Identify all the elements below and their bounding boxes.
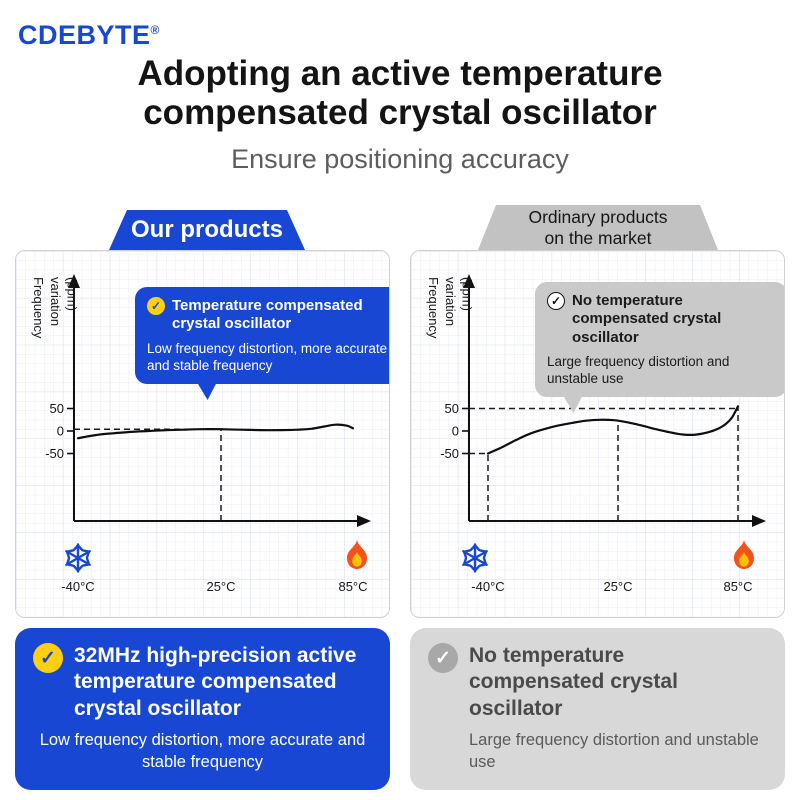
check-icon: ✓ <box>33 643 63 673</box>
y-tick-label: -50 <box>440 446 459 461</box>
snowflake-icon <box>65 543 91 573</box>
registered-mark-icon: ® <box>150 23 160 37</box>
brand-logo: CDEBYTE® <box>18 20 160 51</box>
our-products-callout: ✓ Temperature compensated crystal oscill… <box>135 287 389 401</box>
card-body: Large frequency distortion and unstable … <box>469 731 759 771</box>
x-tick-label: 85°C <box>723 579 752 594</box>
ordinary-products-panel: Ordinary products on the market <box>410 250 785 618</box>
callout-title: No temperature compensated crystal oscil… <box>572 292 722 346</box>
check-icon: ✓ <box>147 297 165 315</box>
callout-body: Low frequency distortion, more accurate … <box>147 340 388 373</box>
plot-layer: 50 0 -50 -40°C 25°C 85°C <box>45 401 367 594</box>
title-line-1: Adopting an active temperature <box>137 54 663 93</box>
frequency-curve <box>76 423 355 440</box>
y-tick-label: -50 <box>45 446 64 461</box>
snowflake-shape <box>65 543 91 573</box>
our-products-chart-box: 50 0 -50 -40°C 25°C 85°C Frequency variation … <box>15 250 390 618</box>
title-line-2: compensated crystal oscillator <box>143 93 657 133</box>
tab-label-line-1: Ordinary products <box>528 206 668 227</box>
ordinary-products-chart-box: 50 0 -50 -40°C 25°C 85°C Frequency variation … <box>410 250 785 618</box>
y-tick-label: 50 <box>50 401 64 416</box>
y-axis-label: Frequency variation (ppm) <box>425 277 475 339</box>
our-products-summary-card: ✓ 32MHz high-precision active temperatur… <box>15 628 390 790</box>
tab-label: Our products <box>130 216 283 243</box>
snowflake-shape <box>462 543 488 573</box>
y-axis-arrow-icon <box>463 274 475 288</box>
y-tick-label: 50 <box>445 401 459 416</box>
axes <box>68 274 371 527</box>
plot-layer: 50 0 -50 -40°C 25°C 85°C <box>440 401 752 594</box>
frequency-curve <box>486 405 740 455</box>
tab-ordinary-products: Ordinary products on the market <box>478 205 718 250</box>
flame-icon <box>347 540 367 569</box>
check-icon: ✓ <box>547 292 565 310</box>
y-tick-label: 0 <box>57 424 64 439</box>
x-tick-label: -40°C <box>61 579 94 594</box>
snowflake-icon <box>462 543 488 573</box>
y-tick-label: 0 <box>452 424 459 439</box>
card-title: No temperature compensated crystal oscil… <box>469 644 678 720</box>
axes <box>463 274 766 527</box>
ordinary-products-callout: ✓ No temperature compensated crystal osc… <box>535 282 784 414</box>
y-axis-arrow-icon <box>68 274 80 288</box>
ordinary-products-summary-card: ✓ No temperature compensated crystal osc… <box>410 628 785 790</box>
callout-body: Large frequency distortion and unstable … <box>547 353 730 387</box>
page-title: Adopting an active temperature compensat… <box>0 54 800 132</box>
x-axis-arrow-icon <box>357 515 371 527</box>
tab-label-line-2: on the market <box>544 227 652 248</box>
check-icon: ✓ <box>428 643 458 673</box>
x-axis-arrow-icon <box>752 515 766 527</box>
page-subtitle: Ensure positioning accuracy <box>231 144 569 174</box>
brand-name: CDEBYTE <box>18 20 151 50</box>
x-tick-label: 85°C <box>338 579 367 594</box>
x-tick-label: -40°C <box>471 579 504 594</box>
tab-our-products: Our products <box>109 210 305 250</box>
x-tick-label: 25°C <box>206 579 235 594</box>
our-products-panel: Our products <box>15 250 390 618</box>
card-body: Low frequency distortion, more accurate … <box>39 731 366 771</box>
card-title: 32MHz high-precision active temperature … <box>74 644 357 720</box>
flame-icon <box>734 540 754 569</box>
x-tick-label: 25°C <box>603 579 632 594</box>
callout-title: Temperature compensated crystal oscillat… <box>172 297 363 333</box>
y-axis-label: Frequency variation (ppm) <box>30 277 80 339</box>
